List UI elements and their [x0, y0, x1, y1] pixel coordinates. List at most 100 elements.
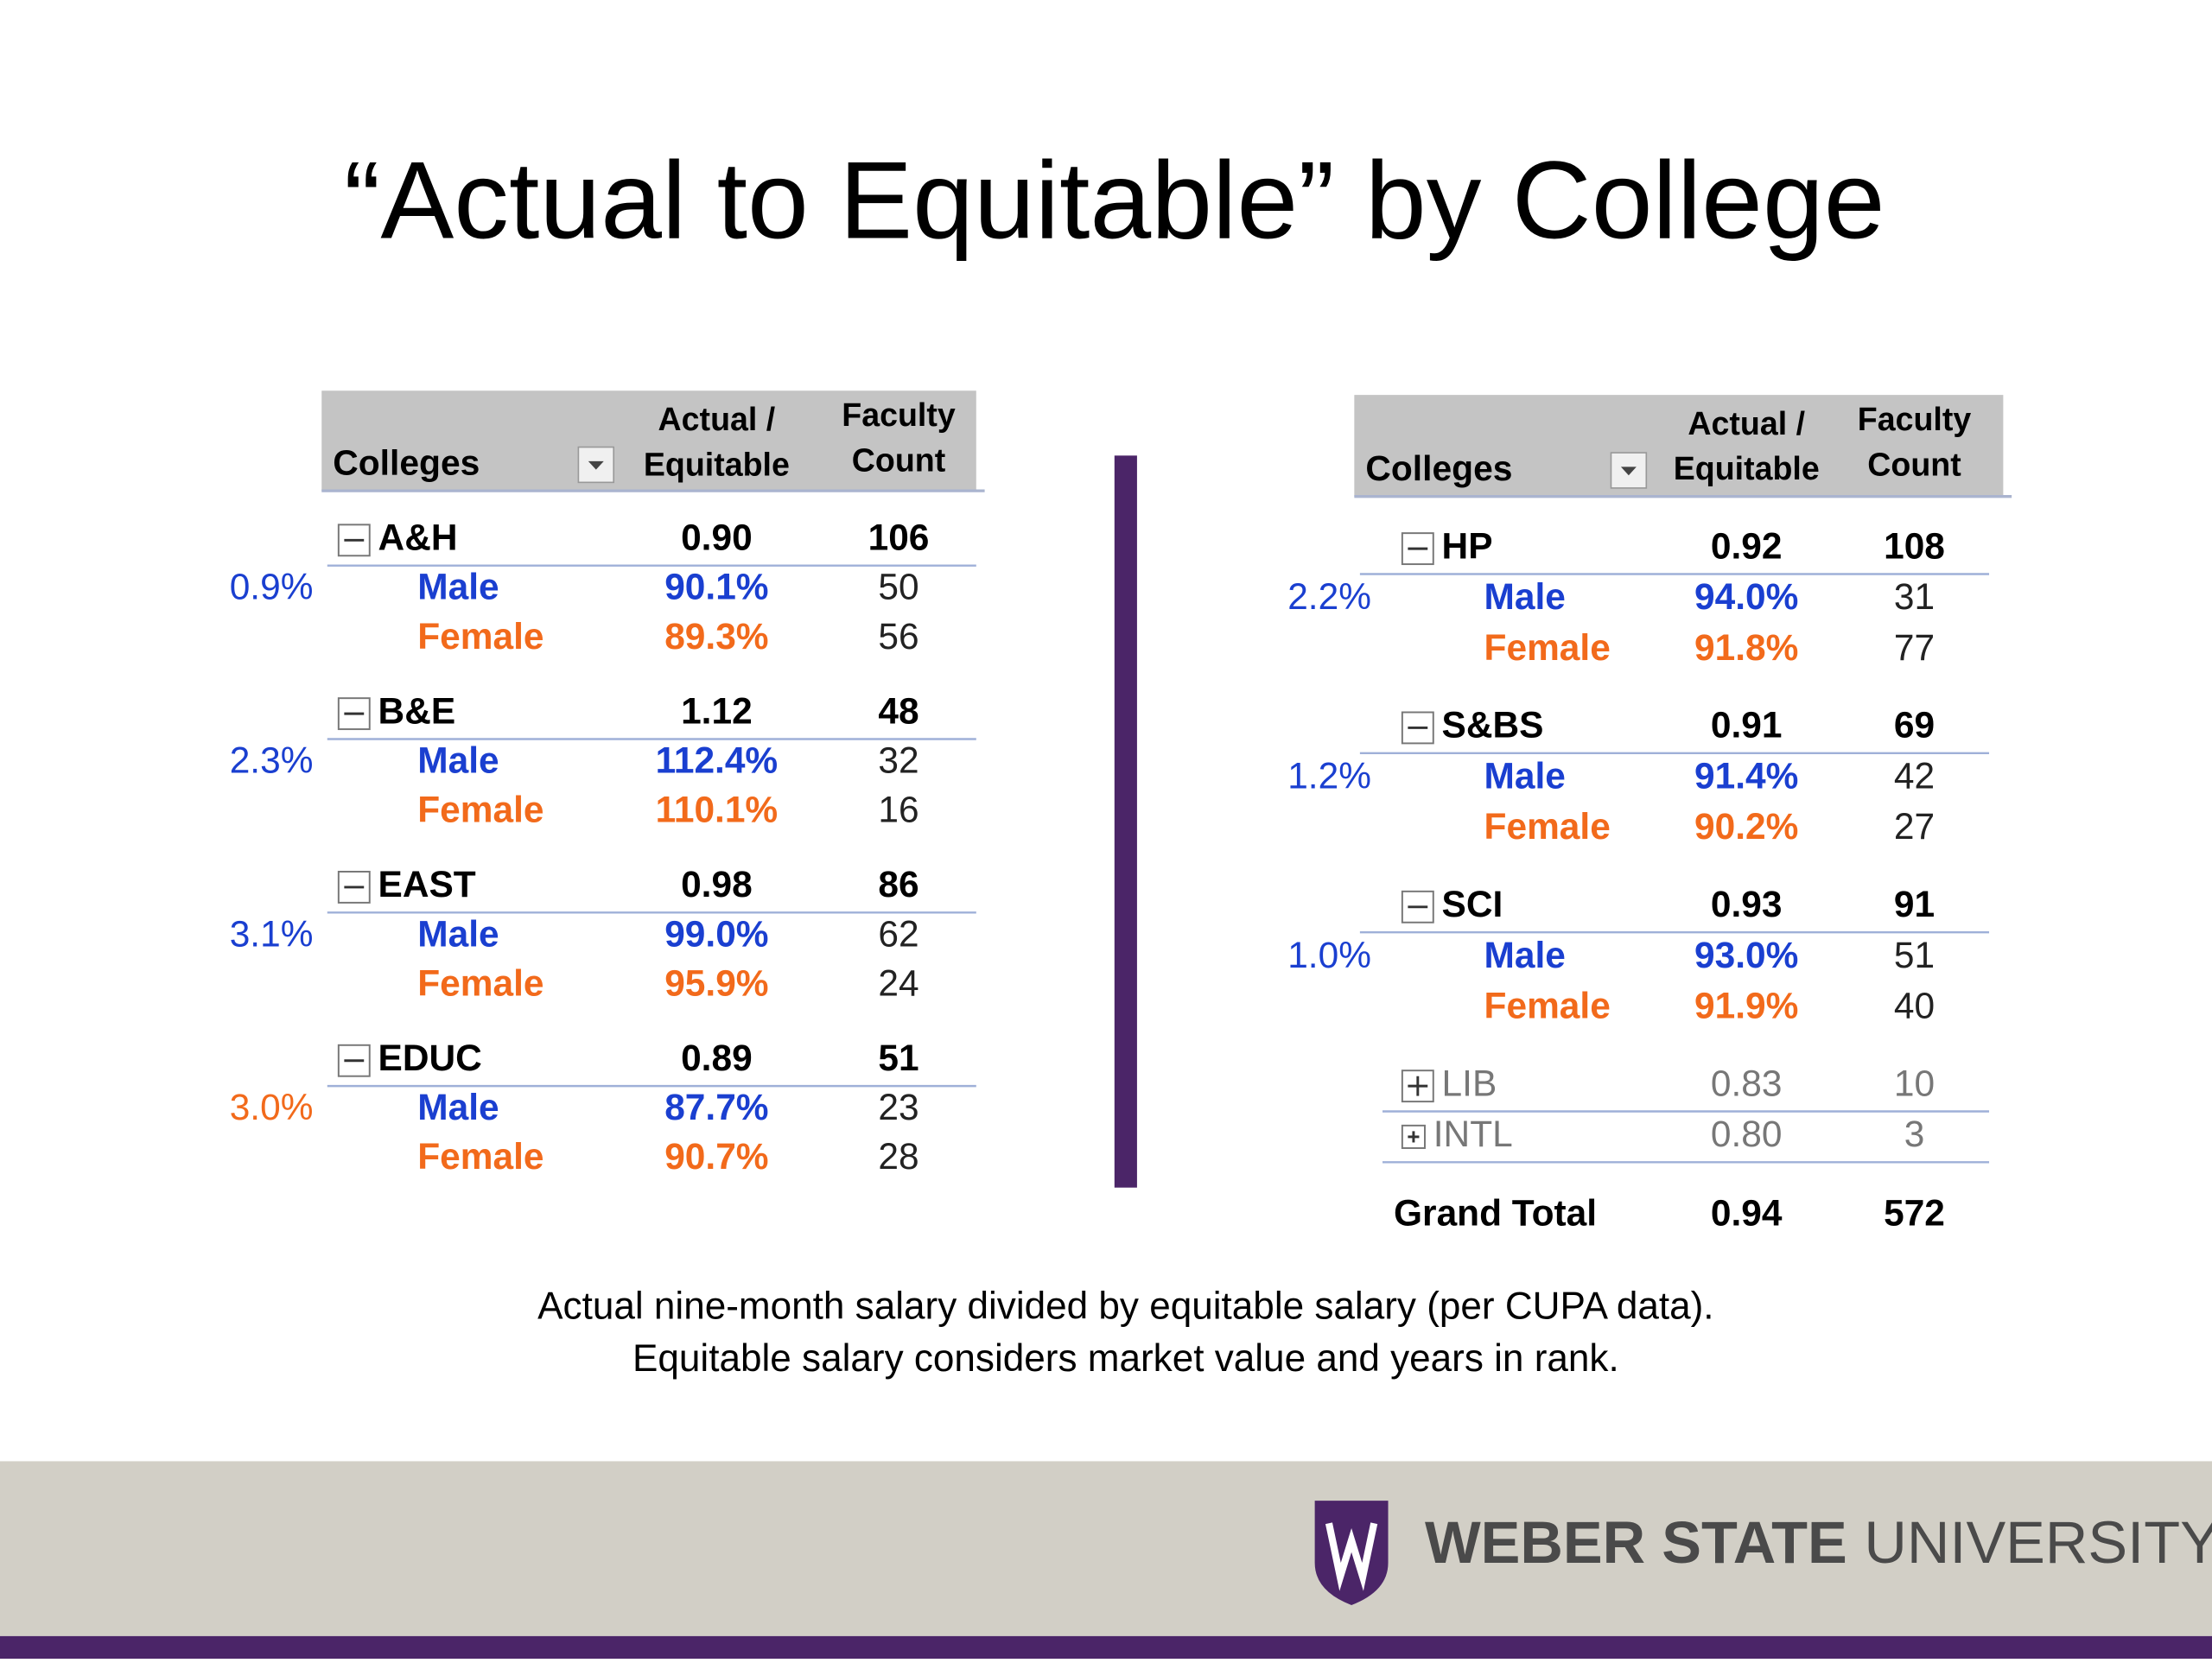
row-ratio: 89.3% [664, 616, 768, 657]
row-count: 24 [878, 962, 918, 1003]
header-label: Colleges [1365, 448, 1512, 488]
dropdown [1610, 452, 1648, 489]
row-ratio: 90.7% [664, 1136, 768, 1177]
collapsed-name: INTL [1433, 1114, 1513, 1154]
logo-regular: UNIVERSITY [1864, 1509, 2212, 1576]
row-label: Male [417, 913, 499, 954]
row-label: Female [417, 790, 543, 830]
row-label: Female [1484, 806, 1611, 847]
row-label: Male [417, 567, 499, 607]
header-label: Faculty [1858, 401, 1972, 437]
college-count: 51 [878, 1038, 918, 1078]
college-name: A&H [378, 517, 458, 558]
collapsed-ratio: 0.80 [1711, 1114, 1783, 1154]
toggle-box [1401, 1124, 1426, 1149]
row-count: 42 [1894, 755, 1935, 796]
header-bg [321, 390, 976, 492]
college-ratio: 0.89 [681, 1038, 753, 1078]
row-label: Male [417, 1087, 499, 1127]
footer-band [0, 1461, 2212, 1636]
row-label: Female [1484, 986, 1611, 1026]
row-ratio: 91.9% [1694, 986, 1798, 1026]
logo-bold: WEBER STATE [1425, 1509, 1847, 1576]
dropdown-arrow [588, 460, 604, 470]
header-label: Colleges [333, 443, 480, 483]
logo-text: WEBER STATE UNIVERSITY [1425, 1509, 2212, 1576]
logo-mark [1325, 1522, 1378, 1591]
logo-shield [1314, 1501, 1389, 1605]
college-name: EAST [378, 864, 476, 904]
row-label: Female [417, 962, 543, 1003]
total-count: 572 [1884, 1193, 1945, 1234]
college-name: HP [1442, 525, 1493, 566]
college-count: 91 [1894, 884, 1935, 924]
row-ratio: 99.0% [664, 913, 768, 954]
college-name: S&BS [1442, 705, 1544, 746]
college-ratio: 0.93 [1711, 884, 1783, 924]
row-ratio: 93.0% [1694, 935, 1798, 975]
row-ratio: 94.0% [1694, 576, 1798, 617]
header-label: Actual / [1688, 405, 1805, 441]
row-count: 56 [878, 616, 918, 657]
collapsed-count: 10 [1894, 1063, 1935, 1103]
college-ratio: 1.12 [681, 690, 753, 731]
dropdown-arrow [1620, 467, 1637, 476]
total-label: Grand Total [1394, 1193, 1597, 1234]
gap-label: 0.9% [230, 567, 314, 607]
college-ratio: 0.91 [1711, 705, 1783, 746]
row-ratio: 95.9% [664, 962, 768, 1003]
header-bg [1354, 395, 2004, 497]
toggle-box [1401, 711, 1434, 745]
row-ratio: 91.4% [1694, 755, 1798, 796]
gap-label: 2.3% [230, 739, 314, 780]
gap-label: 1.2% [1287, 755, 1371, 796]
row-ratio: 90.2% [1694, 806, 1798, 847]
college-count: 69 [1894, 705, 1935, 746]
collapsed-name: LIB [1442, 1063, 1497, 1103]
footnote: Actual nine-month salary divided by equi… [537, 1285, 1713, 1328]
gap-label: 2.2% [1287, 576, 1371, 617]
gap-label: 3.0% [230, 1087, 314, 1127]
college-count: 86 [878, 864, 918, 904]
row-label: Male [417, 739, 499, 780]
college-ratio: 0.98 [681, 864, 753, 904]
footer-strip [0, 1635, 2212, 1659]
row-ratio: 87.7% [664, 1087, 768, 1127]
row-count: 50 [878, 567, 918, 607]
header-label: Equitable [1674, 450, 1820, 486]
row-label: Male [1484, 576, 1566, 617]
row-count: 77 [1894, 627, 1935, 668]
college-name: EDUC [378, 1038, 482, 1078]
row-ratio: 90.1% [664, 567, 768, 607]
row-ratio: 110.1% [656, 790, 779, 830]
header-label: Equitable [644, 446, 790, 482]
header-label: Actual / [658, 401, 776, 437]
college-count: 106 [868, 517, 930, 558]
title: “Actual to Equitable” by College [344, 138, 1885, 261]
row-count: 27 [1894, 806, 1935, 847]
gap-label: 1.0% [1287, 935, 1371, 975]
header-label: Count [1867, 446, 1961, 482]
college-ratio: 0.92 [1711, 525, 1783, 566]
college-count: 48 [878, 690, 918, 731]
row-label: Female [417, 616, 543, 657]
college-name: B&E [378, 690, 456, 731]
college-count: 108 [1884, 525, 1945, 566]
row-label: Male [1484, 935, 1566, 975]
toggle-box [1401, 890, 1434, 924]
row-count: 51 [1894, 935, 1935, 975]
collapsed-ratio: 0.83 [1711, 1063, 1783, 1103]
total-ratio: 0.94 [1711, 1193, 1783, 1234]
row-count: 28 [878, 1136, 918, 1177]
gap-label: 3.1% [230, 913, 314, 954]
row-ratio: 112.4% [656, 739, 779, 780]
header-label: Count [852, 441, 946, 478]
row-ratio: 91.8% [1694, 627, 1798, 668]
row-count: 32 [878, 739, 918, 780]
row-count: 31 [1894, 576, 1935, 617]
row-count: 23 [878, 1087, 918, 1127]
collapsed-count: 3 [1904, 1114, 1925, 1154]
divider [1114, 455, 1137, 1188]
college-ratio: 0.90 [681, 517, 753, 558]
